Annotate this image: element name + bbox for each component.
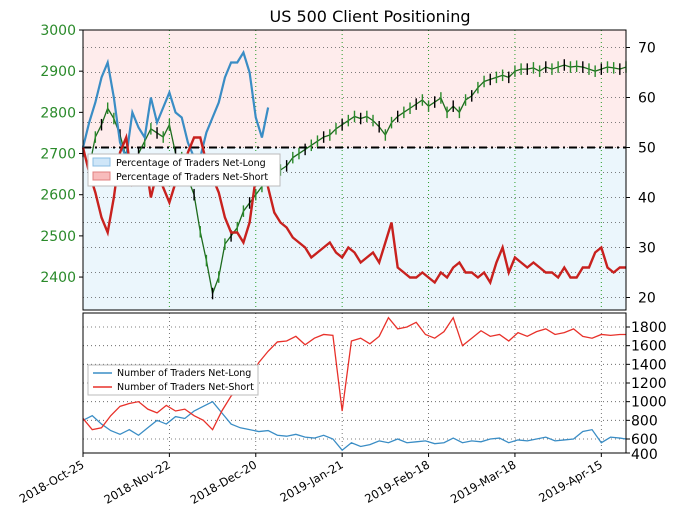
percent-tick-label: 70: [638, 41, 656, 57]
x-tick-label: 2018-Dec-20: [188, 457, 259, 506]
price-tick-label: 2400: [40, 270, 76, 286]
bottom-series-group: [82, 316, 627, 452]
price-tick-label: 2900: [40, 64, 76, 80]
legend-label-net-long: Percentage of Traders Net-Long: [116, 158, 266, 169]
price-tick-label: 3000: [40, 23, 76, 39]
x-tick-label: 2019-Jan-21: [278, 457, 346, 504]
legend-label-count-net-long: Number of Traders Net-Long: [117, 368, 251, 379]
net-short-shaded-area: [83, 30, 626, 148]
percent-tick-label: 30: [638, 241, 656, 257]
percent-tick-label: 40: [638, 191, 656, 207]
top-grid: [83, 47, 626, 298]
count-net-long-line: [82, 400, 627, 452]
x-tick-label: 2019-Feb-18: [362, 457, 432, 505]
x-tick-label: 2018-Oct-25: [17, 457, 87, 505]
legend-swatch-net-long: [92, 157, 111, 167]
percent-axis-ticks: 20 30 40 50 60 70: [626, 41, 656, 307]
count-tick-label: 400: [631, 447, 658, 463]
legend-label-net-short: Percentage of Traders Net-Short: [116, 172, 268, 183]
bottom-legend: Number of Traders Net-Long Number of Tra…: [87, 364, 259, 396]
count-tick-label: 1600: [631, 339, 667, 355]
chart-title: US 500 Client Positioning: [269, 7, 470, 26]
x-tick-label: 2018-Nov-22: [102, 457, 173, 506]
percent-tick-label: 20: [638, 291, 656, 307]
price-tick-label: 2700: [40, 147, 76, 163]
price-tick-label: 2600: [40, 188, 76, 204]
top-plot-frame: [82, 29, 627, 311]
top-legend: Percentage of Traders Net-Long Percentag…: [87, 153, 281, 187]
count-net-short-line: [82, 316, 626, 431]
price-axis-ticks: 2400 2500 2600 2700 2800 2900 3000: [40, 23, 83, 286]
count-tick-label: 1200: [631, 376, 667, 392]
count-tick-label: 1400: [631, 357, 667, 373]
net-short-percent-line: [81, 132, 626, 286]
count-tick-label: 800: [631, 413, 658, 429]
top-panel: 2400 2500 2600 2700 2800 2900 3000 20 30 40 50 60 7…: [40, 23, 656, 311]
x-axis-labels: 2018-Oct-25 2018-Nov-22 2018-Dec-20 2019-Ja…: [17, 453, 605, 507]
count-tick-label: 600: [631, 432, 658, 448]
percent-tick-label: 50: [638, 141, 656, 157]
x-tick-label: 2019-Mar-18: [448, 457, 518, 506]
percent-tick-label: 60: [638, 91, 656, 107]
legend-swatch-net-short: [92, 171, 111, 181]
legend-label-count-net-short: Number of Traders Net-Short: [117, 382, 254, 393]
count-tick-label: 1000: [631, 395, 667, 411]
net-long-percent-line: [81, 49, 270, 162]
top-legend-box: [87, 153, 281, 187]
price-tick-label: 2800: [40, 105, 76, 121]
bottom-legend-box: [87, 364, 259, 396]
count-tick-label: 1800: [631, 320, 667, 336]
x-tick-label: 2019-Apr-15: [536, 457, 605, 505]
price-tick-label: 2500: [40, 229, 76, 245]
